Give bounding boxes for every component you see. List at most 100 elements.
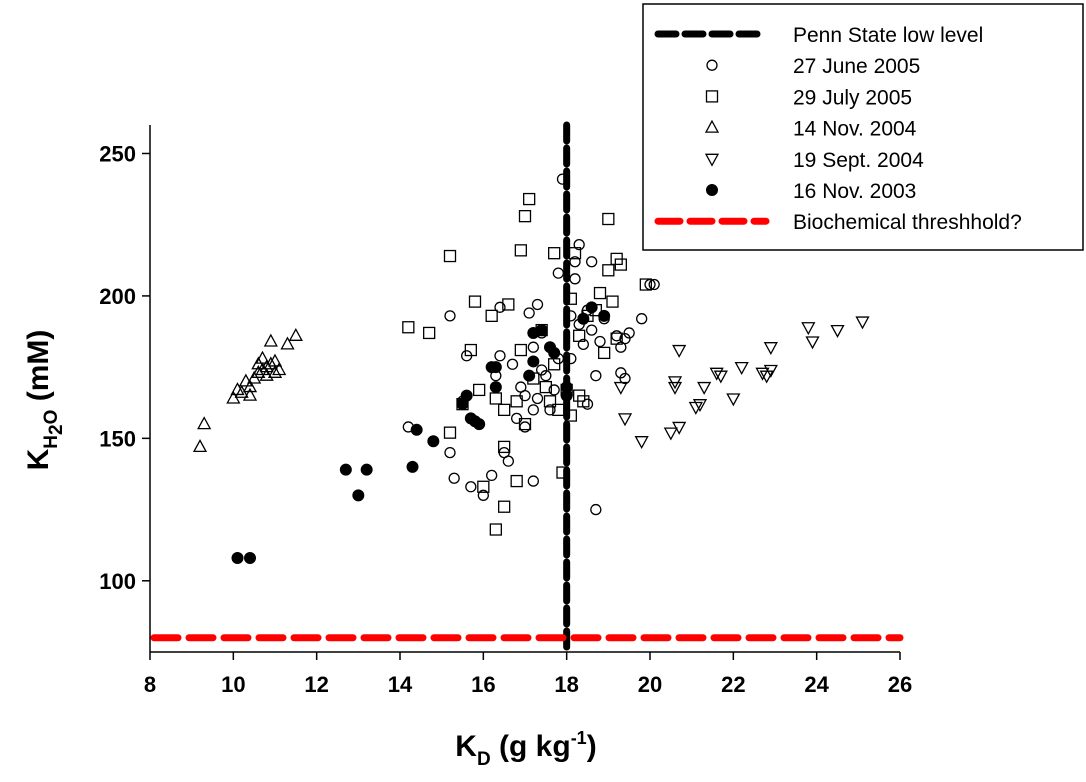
data-point bbox=[423, 326, 436, 340]
data-point bbox=[402, 321, 415, 334]
data-point bbox=[267, 364, 283, 378]
data-point bbox=[527, 341, 539, 353]
data-point bbox=[713, 370, 728, 384]
data-point bbox=[460, 389, 473, 402]
data-point bbox=[518, 417, 532, 431]
data-point bbox=[577, 395, 590, 408]
data-point bbox=[242, 379, 258, 393]
data-point bbox=[489, 381, 502, 394]
x-tick-label: 24 bbox=[804, 672, 829, 697]
data-point bbox=[590, 503, 602, 516]
legend-marker-swatch bbox=[705, 90, 719, 103]
legend-marker-swatch bbox=[706, 184, 718, 196]
data-point bbox=[485, 309, 498, 323]
data-point bbox=[539, 380, 552, 394]
data-point bbox=[577, 312, 590, 325]
data-point bbox=[465, 481, 477, 493]
legend-marker-swatch bbox=[704, 119, 720, 133]
data-point bbox=[242, 387, 258, 401]
y-axis-title: KH2O (mM) bbox=[22, 330, 67, 471]
data-point bbox=[548, 346, 561, 359]
data-point bbox=[855, 316, 870, 330]
data-point bbox=[594, 335, 606, 348]
data-point bbox=[410, 423, 423, 436]
legend-label: 14 Nov. 2004 bbox=[793, 118, 917, 141]
y-tick-label: 200 bbox=[99, 284, 136, 309]
data-point bbox=[360, 463, 373, 476]
data-point bbox=[489, 392, 502, 405]
data-point bbox=[755, 367, 770, 381]
data-point bbox=[197, 416, 212, 430]
data-point bbox=[486, 469, 498, 482]
data-point bbox=[477, 489, 489, 501]
data-point bbox=[577, 338, 589, 350]
data-point bbox=[427, 435, 440, 448]
data-point bbox=[443, 426, 457, 439]
data-point bbox=[569, 273, 581, 285]
x-tick-label: 8 bbox=[144, 672, 156, 697]
data-point bbox=[636, 313, 648, 325]
data-point bbox=[709, 367, 724, 381]
data-point bbox=[238, 373, 253, 387]
data-point bbox=[726, 393, 741, 407]
data-point bbox=[598, 309, 611, 322]
data-point bbox=[489, 523, 502, 536]
data-point bbox=[610, 332, 623, 345]
data-point bbox=[573, 238, 585, 251]
data-point bbox=[619, 372, 631, 385]
data-point bbox=[623, 327, 635, 339]
x-tick-label: 20 bbox=[638, 672, 662, 697]
x-tick-label: 12 bbox=[304, 672, 328, 697]
legend-entry: 29 July 2005 bbox=[705, 86, 912, 109]
data-point bbox=[805, 336, 820, 350]
data-point bbox=[667, 376, 683, 390]
legend-label: 29 July 2005 bbox=[793, 86, 912, 109]
legend: Penn State low level 27 June 2005 29 July … bbox=[642, 3, 1084, 251]
legend-box bbox=[642, 3, 1084, 251]
x-tick-label: 22 bbox=[721, 672, 745, 697]
data-point bbox=[527, 475, 539, 487]
data-point bbox=[477, 480, 490, 493]
data-point bbox=[443, 249, 457, 263]
series-0 bbox=[402, 173, 660, 516]
data-point bbox=[518, 210, 532, 223]
data-point bbox=[244, 551, 256, 564]
data-point bbox=[473, 383, 486, 397]
y-tick-label: 150 bbox=[99, 426, 136, 451]
data-point bbox=[619, 332, 631, 345]
data-point bbox=[468, 295, 482, 308]
data-point bbox=[444, 310, 456, 322]
data-point bbox=[639, 278, 652, 291]
x-tick-label: 18 bbox=[554, 672, 578, 697]
data-point bbox=[498, 500, 511, 513]
data-point bbox=[498, 403, 511, 417]
data-point bbox=[263, 356, 278, 370]
data-point bbox=[617, 413, 633, 427]
x-tick-label: 16 bbox=[471, 672, 495, 697]
legend-entry: Penn State low level bbox=[654, 24, 983, 47]
data-point bbox=[548, 384, 560, 396]
data-point bbox=[586, 324, 598, 336]
data-point bbox=[489, 361, 502, 374]
data-point bbox=[573, 329, 586, 342]
data-point bbox=[540, 370, 552, 382]
data-point bbox=[590, 370, 602, 382]
data-point bbox=[536, 364, 548, 376]
data-point bbox=[464, 343, 477, 357]
data-point bbox=[523, 307, 535, 319]
plot-area bbox=[150, 121, 904, 656]
data-point bbox=[692, 399, 708, 413]
data-point bbox=[519, 421, 531, 433]
data-point bbox=[672, 344, 687, 358]
data-point bbox=[494, 301, 506, 313]
legend-label: Biochemical threshhold? bbox=[793, 211, 1022, 234]
data-point bbox=[531, 392, 544, 405]
data-point bbox=[759, 370, 774, 384]
data-point bbox=[523, 369, 536, 382]
data-point bbox=[406, 460, 419, 473]
y-tick-label: 100 bbox=[99, 569, 136, 594]
data-point bbox=[502, 455, 514, 467]
data-point bbox=[602, 212, 615, 226]
data-point bbox=[615, 367, 627, 379]
